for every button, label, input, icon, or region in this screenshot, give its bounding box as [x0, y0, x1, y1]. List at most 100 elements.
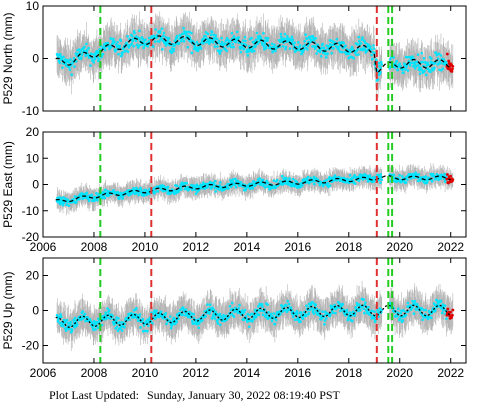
data-point [303, 43, 307, 47]
data-point [234, 185, 238, 189]
data-point [225, 49, 229, 53]
data-point [406, 178, 409, 181]
data-point [175, 34, 179, 38]
data-point [167, 37, 171, 40]
data-point [421, 60, 424, 64]
data-point [91, 325, 94, 329]
data-point [418, 68, 422, 72]
data-point [237, 180, 240, 184]
data-point [157, 40, 161, 43]
data-point [90, 193, 94, 197]
data-point [431, 172, 435, 176]
data-point [231, 42, 234, 46]
data-point [62, 324, 65, 328]
data-point [250, 36, 253, 40]
data-point [304, 314, 308, 318]
data-point [251, 47, 254, 51]
data-point [185, 30, 189, 34]
data-point [379, 60, 383, 64]
data-point [181, 306, 185, 309]
data-point [191, 319, 194, 323]
recent-point [451, 64, 455, 68]
data-point [298, 44, 302, 47]
data-point [239, 50, 243, 54]
data-point [211, 306, 214, 309]
data-point [366, 174, 369, 178]
data-point [242, 310, 246, 314]
data-point [79, 49, 82, 53]
data-point [63, 58, 67, 61]
data-point [228, 304, 232, 308]
x-tick-label: 2020 [386, 240, 413, 254]
data-point [114, 318, 118, 322]
data-point [73, 326, 76, 329]
data-point [357, 35, 361, 39]
data-point [137, 45, 140, 48]
data-point [153, 40, 157, 43]
data-point [324, 317, 328, 320]
data-point [324, 56, 328, 59]
y-axis-label: P529 East (mm) [1, 141, 15, 228]
data-point [103, 196, 107, 200]
data-point [146, 324, 150, 327]
data-point [186, 315, 190, 319]
data-point [363, 39, 366, 43]
data-point [135, 314, 139, 317]
data-point [116, 329, 120, 333]
data-point [250, 182, 254, 186]
data-point [119, 39, 123, 42]
data-point [312, 179, 315, 183]
data-point [285, 177, 288, 180]
data-point [239, 181, 243, 184]
data-point [259, 36, 263, 40]
panel-1: -10 0 10 P529 North (mm) [1, 0, 467, 118]
data-point [266, 317, 270, 321]
data-point [152, 45, 155, 48]
data-point [138, 29, 141, 33]
data-point [407, 55, 411, 59]
data-point [197, 322, 201, 325]
data-point [78, 197, 81, 201]
data-point [130, 34, 134, 38]
data-point [153, 190, 157, 194]
data-point [407, 59, 411, 63]
data-point [310, 306, 314, 310]
data-point [123, 325, 126, 329]
data-point [283, 37, 286, 40]
data-point [112, 37, 115, 41]
data-point [355, 301, 359, 305]
data-point [306, 178, 309, 182]
data-point [58, 61, 62, 64]
data-point [244, 187, 248, 190]
data-point [73, 316, 77, 320]
data-point [113, 40, 116, 43]
data-point [186, 45, 190, 49]
data-point [160, 27, 164, 30]
recent-point [449, 174, 452, 178]
data-point [131, 37, 135, 41]
data-point [430, 180, 434, 183]
data-point [416, 179, 420, 183]
data-point [314, 303, 318, 307]
data-point [206, 32, 210, 36]
data-point [218, 312, 222, 316]
data-point [190, 31, 193, 35]
data-point [285, 304, 288, 307]
data-point [361, 178, 365, 181]
data-point [272, 179, 276, 182]
data-point [128, 193, 131, 197]
data-point [214, 34, 218, 37]
data-point [284, 47, 287, 51]
data-point [251, 187, 255, 190]
data-point [162, 316, 165, 320]
data-point [182, 26, 185, 30]
data-point [404, 68, 407, 71]
data-point [158, 29, 162, 33]
data-point [70, 329, 74, 332]
x-tick-label: 2014 [234, 240, 261, 254]
data-point [126, 50, 130, 54]
data-point [103, 48, 107, 52]
data-point [353, 173, 356, 177]
data-point [288, 177, 291, 180]
